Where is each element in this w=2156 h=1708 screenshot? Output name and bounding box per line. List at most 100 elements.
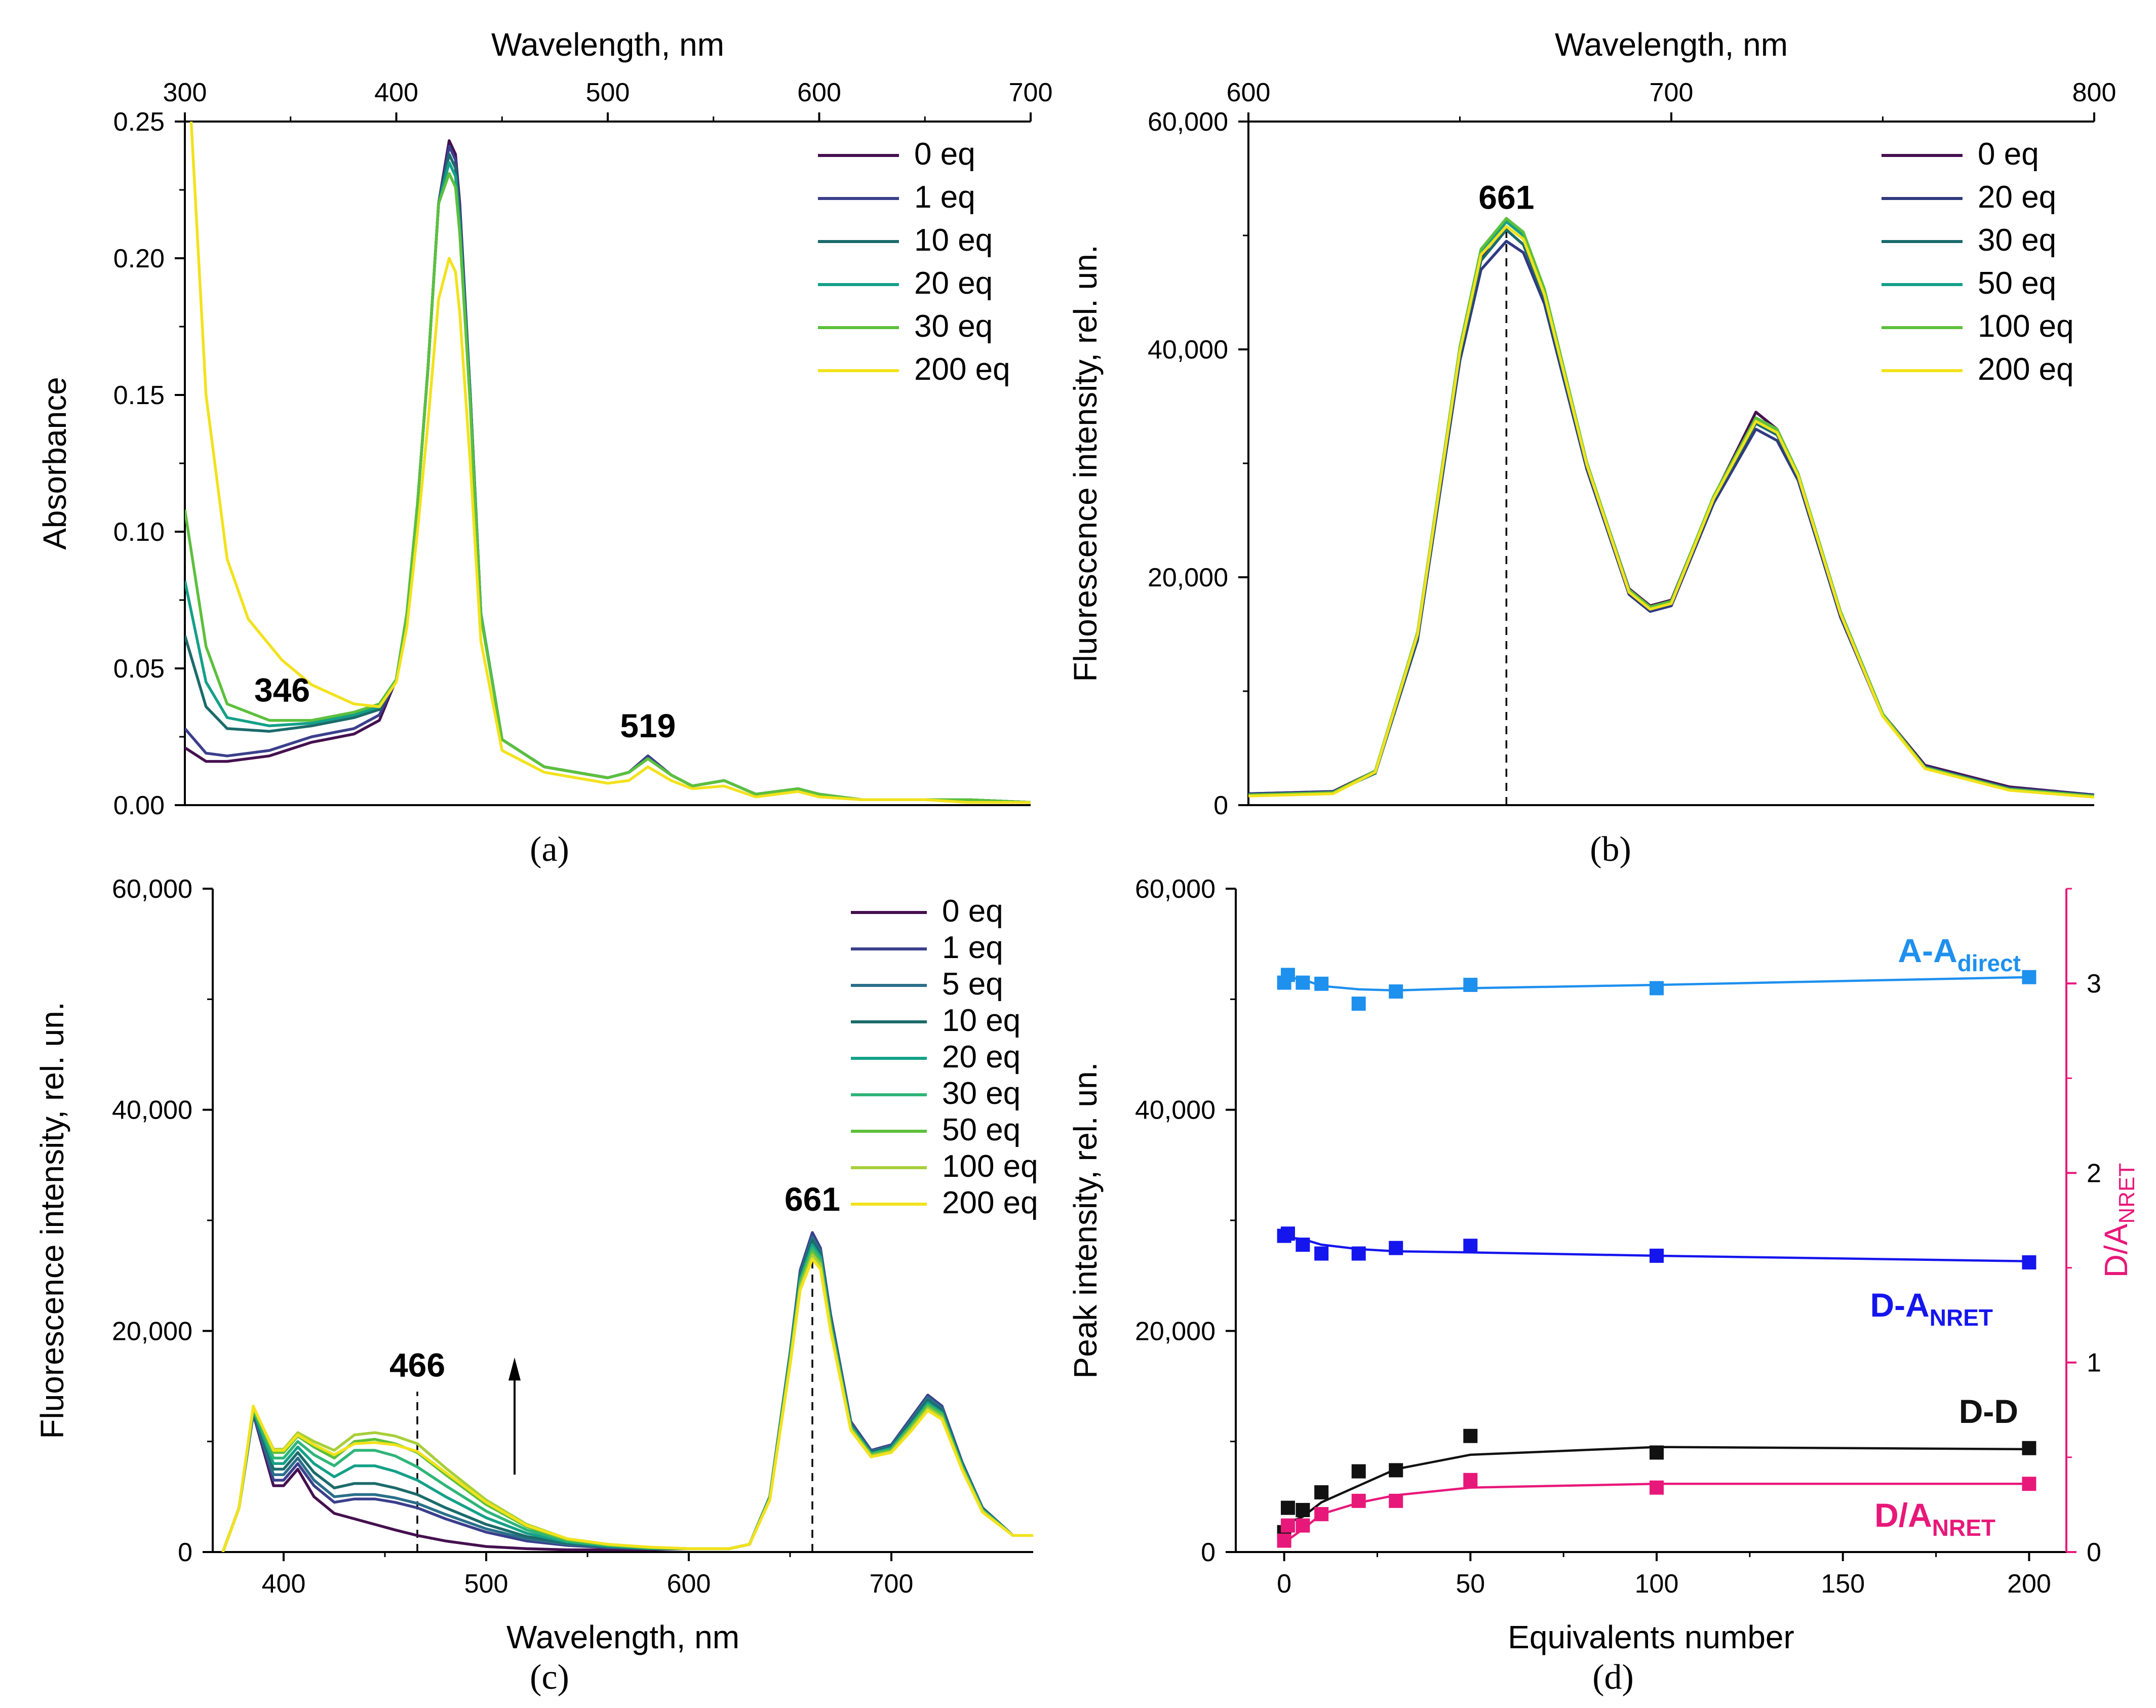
data-point [2022,970,2036,984]
series-line-30-eq [221,1246,1033,1552]
panel-label: (d) [1592,1658,1634,1697]
series-line-1-eq [185,144,1031,804]
panel-label: (a) [530,830,569,869]
data-point [1280,968,1295,982]
panel-b: 600 700 800 0 20,000 40,000 60,000 Wavelength, … [1067,26,2116,869]
panel-label: (b) [1590,830,1631,869]
y2-tick-label: 0 [2087,1538,2101,1567]
data-point [1296,975,1310,990]
series-line-0-eq [185,139,1031,804]
series-line-200-eq [221,1257,1033,1552]
data-point [1650,1480,1664,1495]
y-tick-label: 20,000 [112,1317,192,1346]
x-tick-label: 600 [667,1569,711,1599]
legend-label: 0 eq [942,894,1003,929]
panel-c: 400 500 600 700 0 20,000 40,000 60,000 Wavelengt… [34,875,1038,1697]
y2-tick-label: 1 [2087,1348,2101,1378]
series-line-200-eq [189,121,1031,804]
series-line-20-eq [1248,240,2094,797]
series-label-main: D-A [1870,1286,1929,1324]
x-tick-label: 100 [1635,1569,1679,1599]
series-label-main: D/A [1874,1496,1932,1534]
data-point [1463,1473,1478,1487]
data-point [1389,984,1403,999]
legend-label: 5 eq [942,967,1003,1002]
y-axis-label: Fluorescence intensity, rel. un. [34,1002,70,1439]
peak-annotation: 346 [254,671,310,709]
series-line-20-eq [221,1243,1033,1552]
panel-d: 0 50 100 150 200 0 20,000 40,000 60,000 Equivalen… [1067,875,2139,1697]
y-tick-label: 0 [178,1538,192,1567]
x-tick-label: 400 [262,1569,306,1599]
peak-annotation: 661 [1478,179,1534,216]
legend-label: 10 eq [914,223,993,258]
y-tick-label: 0.00 [113,791,165,820]
x-tick-label: 200 [2007,1569,2051,1599]
legend-label: 30 eq [914,309,993,344]
series-line-50-eq [221,1250,1033,1552]
x-axis-label: Wavelength, nm [491,26,724,63]
y-tick-label: 60,000 [1135,875,1216,904]
y-tick-label: 40,000 [1135,1096,1216,1125]
y-tick-label: 0.25 [113,107,165,137]
x-tick-label: 400 [374,78,418,107]
series-line-1-eq [221,1231,1033,1552]
legend-label: 50 eq [942,1113,1021,1147]
data-point [1296,1503,1310,1518]
y-tick-label: 0.15 [113,381,165,410]
series-label-main: D-D [1959,1393,2018,1430]
series-line-0-eq [221,1236,1033,1552]
x-tick-label: 500 [464,1569,508,1599]
trend-arrow-head [508,1357,521,1381]
x-tick-label: 700 [870,1569,914,1599]
y-tick-label: 20,000 [1135,1317,1216,1346]
x-tick-label: 300 [163,78,207,107]
data-point [1463,977,1478,992]
y-tick-label: 0.20 [113,244,165,273]
series-line-30-eq [185,172,1031,804]
data-point [1296,1238,1310,1252]
data-point [1463,1428,1478,1443]
data-point [1650,981,1664,996]
panel-label: (c) [530,1658,569,1697]
data-point [1389,1241,1403,1255]
legend-label: 0 eq [1978,137,2039,172]
x-axis-label: Wavelength, nm [1555,26,1788,63]
x-tick-label: 0 [1277,1569,1291,1599]
legend-label: 30 eq [1978,223,2056,258]
x-tick-label: 700 [1650,78,1694,107]
y2-tick-label: 2 [2087,1159,2101,1188]
y-axis-label: Absorbance [36,377,73,550]
data-point [1296,1518,1310,1533]
legend-label: 200 eq [942,1185,1038,1220]
data-point [1314,1485,1329,1500]
data-point [1351,1246,1366,1261]
data-point [2022,1441,2036,1455]
data-point [1280,1226,1295,1241]
series-line-50-eq [1248,220,2094,798]
peak-annotation: 519 [620,707,676,744]
data-point [1277,1533,1291,1548]
y-tick-label: 40,000 [112,1096,192,1125]
data-point [1351,1464,1366,1479]
legend-label: 100 eq [942,1149,1038,1184]
series-label: D/ANRET [1874,1496,1995,1541]
y2-axis-label-main: D/A [2098,1223,2134,1278]
series-line-10-eq [221,1239,1033,1552]
series-line-100-eq [1248,217,2094,798]
panel-a: 300 400 500 600 700 0.00 0.05 0.10 0.15 0.20 0.25 W… [36,26,1052,869]
y-tick-label: 0 [1213,791,1228,820]
x-tick-label: 50 [1456,1569,1485,1599]
x-tick-label: 150 [1821,1569,1865,1599]
legend-label: 30 eq [942,1076,1021,1111]
data-point [1351,997,1366,1011]
legend-label: 50 eq [1978,266,2056,301]
data-point [1650,1445,1664,1460]
y-tick-label: 0.05 [113,654,165,684]
legend-label: 200 eq [914,352,1010,387]
legend-label: 1 eq [914,180,975,215]
legend-label: 20 eq [942,1040,1021,1075]
data-point [1280,1500,1295,1515]
series-label: D-D [1959,1393,2018,1430]
